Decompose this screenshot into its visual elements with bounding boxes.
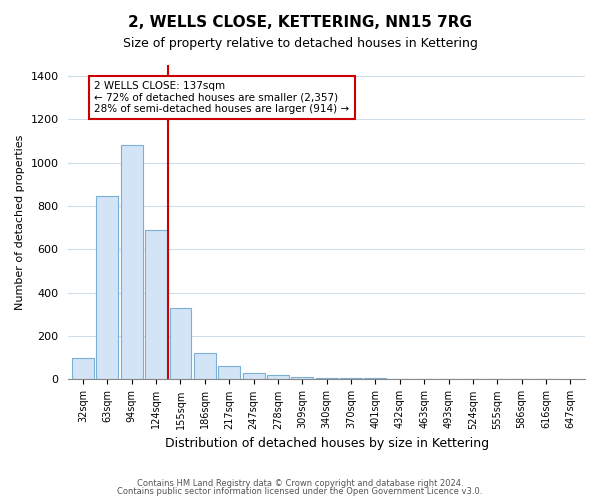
Bar	[194, 354, 216, 380]
Bar	[316, 378, 338, 380]
Bar	[97, 196, 118, 380]
Text: 2 WELLS CLOSE: 137sqm
← 72% of detached houses are smaller (2,357)
28% of semi-d: 2 WELLS CLOSE: 137sqm ← 72% of detached …	[94, 80, 349, 114]
Bar	[72, 358, 94, 380]
Text: Contains HM Land Registry data © Crown copyright and database right 2024.: Contains HM Land Registry data © Crown c…	[137, 478, 463, 488]
Y-axis label: Number of detached properties: Number of detached properties	[15, 134, 25, 310]
Bar	[267, 375, 289, 380]
Bar	[242, 373, 265, 380]
Bar	[292, 378, 313, 380]
Text: Contains public sector information licensed under the Open Government Licence v3: Contains public sector information licen…	[118, 487, 482, 496]
Bar	[145, 230, 167, 380]
Bar	[218, 366, 240, 380]
Text: Size of property relative to detached houses in Kettering: Size of property relative to detached ho…	[122, 38, 478, 51]
Bar	[364, 378, 386, 380]
X-axis label: Distribution of detached houses by size in Kettering: Distribution of detached houses by size …	[164, 437, 489, 450]
Bar	[170, 308, 191, 380]
Bar	[340, 378, 362, 380]
Bar	[121, 145, 143, 380]
Text: 2, WELLS CLOSE, KETTERING, NN15 7RG: 2, WELLS CLOSE, KETTERING, NN15 7RG	[128, 15, 472, 30]
